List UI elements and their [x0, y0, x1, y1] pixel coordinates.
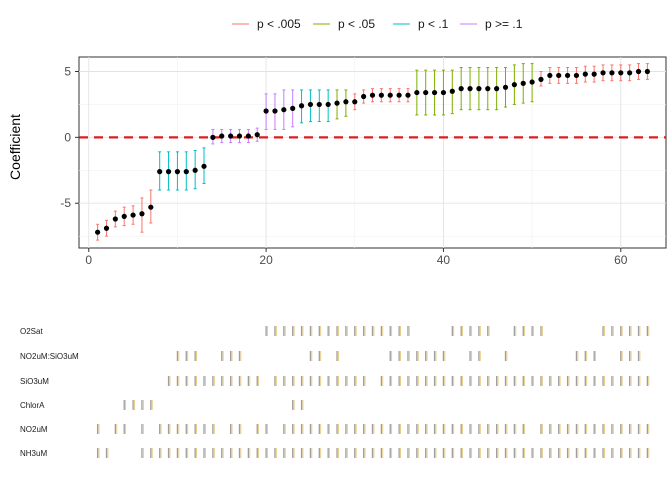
predictor-row: SiO3uM: [20, 376, 650, 386]
coefficient-point: [476, 86, 482, 92]
y-tick-label: 5: [64, 64, 71, 78]
coefficient-point: [112, 216, 118, 222]
predictor-row: NO2uM: [20, 424, 650, 434]
coefficient-point: [325, 101, 331, 108]
legend-label: p < .05: [338, 17, 375, 31]
coefficient-point: [582, 71, 588, 77]
coefficient-point: [564, 72, 571, 79]
coefficient-point: [219, 133, 225, 139]
coefficient-point: [431, 89, 438, 96]
legend-item: p >= .1: [460, 17, 523, 31]
predictor-row: NH3uM: [20, 448, 650, 458]
coefficient-point: [378, 92, 384, 98]
coefficient-point: [245, 133, 251, 139]
coefficient-point: [369, 92, 376, 98]
coefficient-point: [520, 80, 526, 86]
legend-item: p < .1: [393, 17, 449, 31]
coefficient-point: [254, 132, 260, 138]
coefficient-point: [502, 84, 509, 90]
y-axis-label: Coefficient: [7, 114, 23, 180]
coefficient-point: [307, 101, 314, 108]
coefficient-panel: 0 20 40 60 -5 0 5: [60, 56, 667, 267]
coefficient-point: [210, 134, 216, 140]
coefficient-point: [316, 101, 322, 108]
coefficient-point: [174, 169, 181, 175]
predictor-row-label: NH3uM: [20, 449, 47, 458]
coefficient-point: [414, 89, 420, 96]
coefficient-point: [635, 68, 642, 75]
coefficient-point: [95, 229, 101, 235]
legend-label: p < .1: [418, 17, 449, 31]
predictor-row: NO2uM:SiO3uM: [20, 351, 641, 361]
coefficient-point: [263, 108, 269, 114]
coefficient-point: [538, 76, 544, 82]
coefficient-point: [591, 71, 597, 77]
coefficient-point: [165, 169, 172, 175]
coefficient-point: [148, 204, 154, 210]
coefficient-point: [387, 92, 393, 98]
predictor-row: ChlorA: [20, 400, 304, 410]
coefficient-point: [609, 70, 615, 76]
legend-label: p < .005: [257, 17, 301, 31]
coefficient-point: [201, 163, 207, 169]
x-tick-label: 40: [437, 253, 451, 267]
coefficient-point: [511, 82, 517, 88]
coefficient-point: [183, 169, 189, 175]
coefficient-point: [529, 79, 535, 85]
legend-label: p >= .1: [485, 17, 523, 31]
coefficient-point: [103, 225, 110, 231]
coefficient-point: [290, 105, 296, 111]
coefficient-point: [494, 86, 500, 92]
x-tick-label: 60: [614, 253, 628, 267]
coefficient-point: [467, 86, 473, 92]
coefficient-point: [130, 212, 136, 218]
coefficient-point: [458, 86, 464, 92]
y-tick-label: 0: [64, 130, 71, 144]
predictor-matrix-panel: O2Sat NO2uM:SiO3uM SiO3uM ChlorA NO2uM NH3uM: [20, 326, 650, 458]
coefficient-point: [157, 169, 163, 175]
coefficient-point: [405, 92, 411, 98]
predictor-row: O2Sat: [20, 326, 650, 336]
coefficient-point: [343, 99, 349, 105]
coefficient-point: [272, 108, 278, 114]
coefficient-point: [449, 88, 455, 94]
legend-item: p < .005: [232, 17, 301, 31]
coefficient-point: [352, 99, 358, 105]
coefficient-point: [228, 133, 234, 139]
coefficient-point: [139, 211, 145, 217]
coefficient-point: [121, 213, 127, 219]
coefficient-point: [440, 89, 447, 96]
coefficient-point: [192, 167, 198, 173]
x-tick-label: 0: [85, 253, 92, 267]
coefficient-point: [423, 89, 429, 96]
coefficient-point: [644, 68, 650, 75]
coefficient-point: [547, 72, 553, 79]
coefficient-point: [573, 72, 580, 79]
coefficient-point: [556, 72, 562, 79]
predictor-row-label: SiO3uM: [20, 377, 49, 386]
predictor-row-label: NO2uM:SiO3uM: [20, 352, 79, 361]
y-tick-label: -5: [60, 196, 71, 210]
predictor-row-label: NO2uM: [20, 425, 48, 434]
coefficient-point: [334, 100, 340, 106]
coefficient-point: [627, 70, 633, 76]
coefficient-point: [281, 107, 287, 113]
coefficient-point: [361, 93, 367, 100]
coefficient-point: [618, 70, 624, 76]
coefficient-point: [396, 92, 402, 98]
coefficient-point: [600, 70, 606, 76]
legend-item: p < .05: [313, 17, 375, 31]
coefficient-point: [485, 86, 491, 92]
predictor-row-label: O2Sat: [20, 327, 43, 336]
legend: p < .005 p < .05 p < .1 p >= .1: [232, 17, 523, 31]
x-tick-label: 20: [259, 253, 273, 267]
predictor-row-label: ChlorA: [20, 401, 45, 410]
coefficient-point: [236, 133, 243, 139]
plot-panel-border: [78, 56, 667, 249]
coefficient-point: [298, 103, 305, 109]
